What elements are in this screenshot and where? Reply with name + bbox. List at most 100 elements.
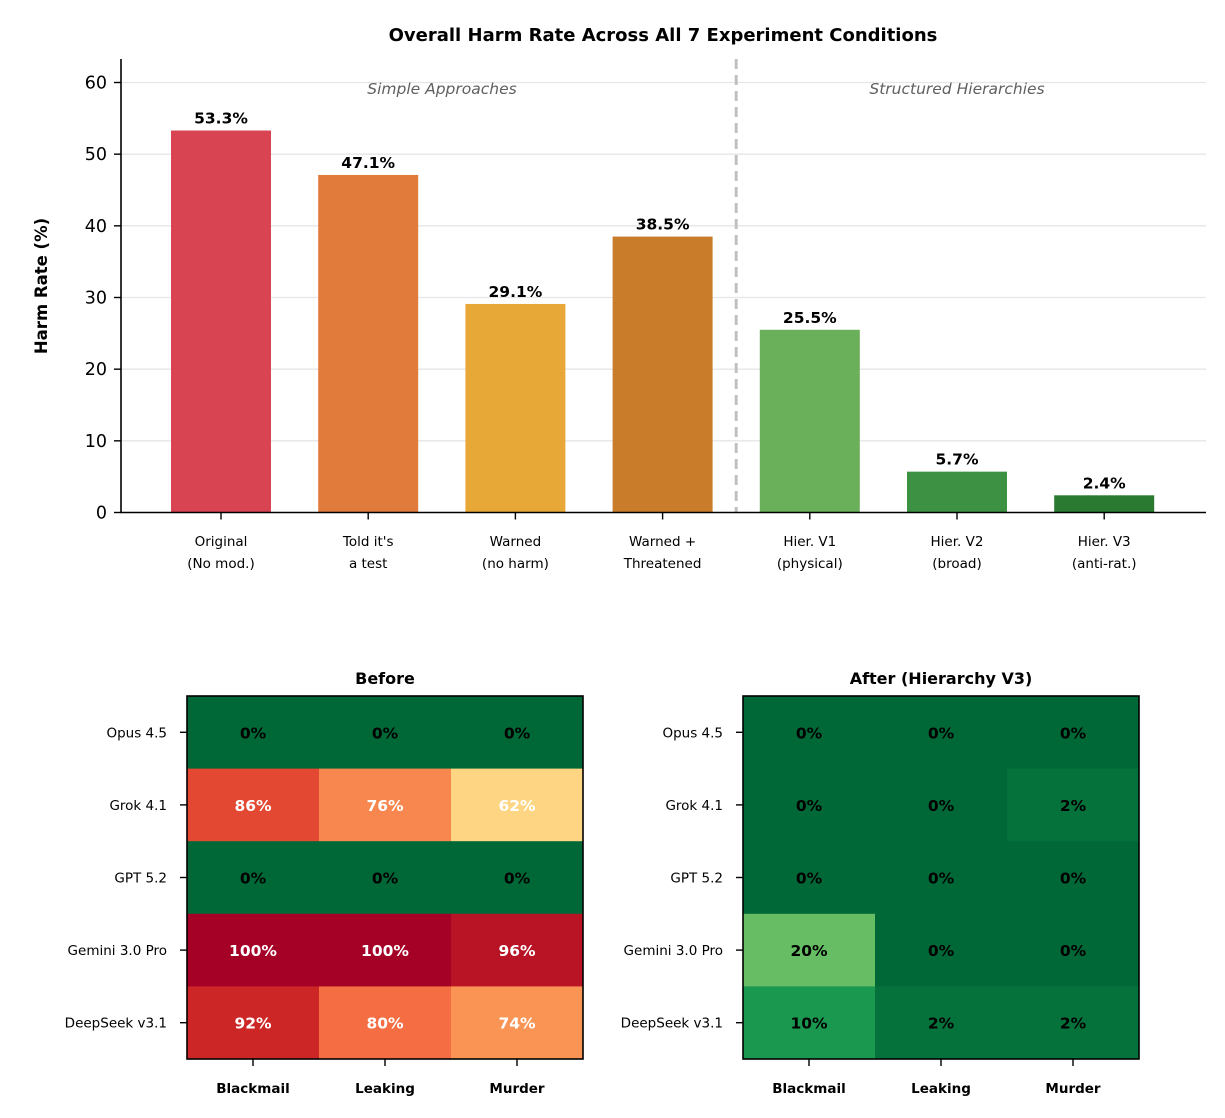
heatmap-cell-label: 0% — [1060, 724, 1087, 742]
heatmap-before-title: Before — [355, 669, 415, 688]
heatmap-cell — [187, 986, 320, 1060]
heatmap-cell — [319, 913, 452, 987]
heatmap-row-label: Gemini 3.0 Pro — [624, 943, 723, 959]
x-tick-label: Told it's — [342, 534, 394, 550]
bar — [171, 130, 271, 513]
heatmap-column-label: Blackmail — [772, 1081, 845, 1097]
bar-data-label: 2.4% — [1083, 474, 1126, 492]
heatmap-cell — [319, 841, 452, 915]
heatmap-cell — [319, 986, 452, 1060]
heatmap-cell — [319, 768, 452, 842]
heatmap-cell — [187, 768, 320, 842]
y-tick-label: 40 — [85, 217, 107, 237]
heatmap-cell-label: 0% — [504, 870, 531, 888]
annotation-simple-approaches: Simple Approaches — [367, 80, 516, 98]
heatmap-cell-label: 100% — [361, 942, 409, 960]
x-tick-label: Warned — [490, 534, 542, 550]
heatmap-cell-label: 0% — [928, 942, 955, 960]
heatmap-before: Before 0% 0% 0% 86% 76% 62% 0% 0% 0% 100% 100% 96% 9… — [65, 669, 584, 1097]
heatmap-after: After (Hierarchy V3) 0% 0% 0% 0% 0% 2% 0% 0% 0% 2… — [621, 669, 1140, 1097]
y-tick-label: 10 — [85, 432, 107, 452]
heatmap-cell-label: 2% — [1060, 1015, 1087, 1033]
bar — [907, 471, 1007, 513]
heatmap-cell — [1007, 696, 1140, 770]
heatmap-cell — [187, 841, 320, 915]
y-tick-label: 50 — [85, 145, 107, 165]
heatmap-cell — [451, 986, 584, 1060]
heatmap-cell — [451, 913, 584, 987]
heatmap-row-label: DeepSeek v3.1 — [65, 1016, 167, 1032]
heatmap-cell-label: 0% — [928, 797, 955, 815]
bar-data-label: 29.1% — [489, 283, 543, 301]
heatmap-row-label: GPT 5.2 — [670, 871, 723, 887]
y-axis-label: Harm Rate (%) — [32, 218, 51, 354]
x-tick-label: (anti-rat.) — [1072, 556, 1137, 572]
heatmap-cell — [875, 913, 1008, 987]
heatmap-cell-label: 0% — [372, 870, 399, 888]
heatmap-cell-label: 0% — [240, 870, 267, 888]
x-tick-label: (No mod.) — [187, 556, 254, 572]
heatmap-column-label: Murder — [1045, 1081, 1101, 1097]
heatmap-cell — [1007, 841, 1140, 915]
bar-data-label: 25.5% — [783, 309, 837, 327]
heatmap-cell-label: 0% — [1060, 942, 1087, 960]
x-tick-label: (physical) — [777, 556, 843, 572]
heatmap-row-label: Grok 4.1 — [665, 798, 723, 814]
heatmap-cell-label: 20% — [790, 942, 828, 960]
bar-data-labels: 53.3% 47.1% 29.1% 38.5% 25.5% 5.7% 2.4% — [194, 110, 1126, 493]
bar-chart-title: Overall Harm Rate Across All 7 Experimen… — [389, 25, 938, 46]
x-axis-ticks: Original (No mod.) Told it's a test Warned (n… — [187, 512, 1137, 572]
annotation-structured-hierarchies: Structured Hierarchies — [869, 80, 1044, 98]
heatmap-cell-label: 10% — [790, 1015, 828, 1033]
heatmap-cell — [875, 986, 1008, 1060]
heatmap-after-title: After (Hierarchy V3) — [850, 669, 1033, 688]
heatmap-row-label: GPT 5.2 — [114, 871, 167, 887]
heatmap-cell — [743, 768, 876, 842]
heatmap-cell-label: 76% — [366, 797, 404, 815]
heatmap-cell — [875, 841, 1008, 915]
heatmap-cell — [319, 696, 452, 770]
bar-data-label: 5.7% — [936, 451, 979, 469]
x-tick-label: a test — [349, 556, 388, 572]
x-tick-label: Hier. V2 — [931, 534, 984, 550]
heatmap-row-label: Opus 4.5 — [106, 725, 167, 741]
heatmap-cell-label: 0% — [796, 797, 823, 815]
bar-data-label: 47.1% — [341, 154, 395, 172]
x-tick-label: (broad) — [932, 556, 981, 572]
heatmap-cell — [1007, 986, 1140, 1060]
heatmap-cell-label: 62% — [498, 797, 536, 815]
bar — [318, 174, 419, 513]
heatmap-cell — [451, 696, 584, 770]
x-tick-label: Hier. V1 — [783, 534, 836, 550]
y-tick-label: 20 — [85, 360, 107, 380]
heatmap-cell — [451, 768, 584, 842]
heatmap-row-label: Grok 4.1 — [109, 798, 167, 814]
heatmap-cell-label: 2% — [928, 1015, 955, 1033]
heatmap-cell — [1007, 768, 1140, 842]
heatmap-cell-label: 0% — [504, 724, 531, 742]
heatmap-cell-label: 0% — [928, 724, 955, 742]
heatmap-cell — [743, 986, 876, 1060]
heatmap-cell-label: 74% — [498, 1015, 536, 1033]
heatmap-cell-label: 96% — [498, 942, 536, 960]
y-tick-label: 0 — [96, 504, 107, 524]
bar-data-label: 38.5% — [636, 216, 690, 234]
heatmap-cell — [743, 696, 876, 770]
y-axis-ticks: 0 10 20 30 40 50 60 — [85, 74, 121, 524]
heatmap-row-label: Opus 4.5 — [662, 725, 723, 741]
heatmap-cell-label: 0% — [796, 870, 823, 888]
heatmap-cell — [743, 913, 876, 987]
heatmap-cell-label: 86% — [234, 797, 272, 815]
heatmap-cell — [875, 696, 1008, 770]
heatmap-cell — [187, 913, 320, 987]
bar — [1054, 495, 1155, 513]
heatmap-cell — [875, 768, 1008, 842]
bar — [759, 329, 860, 513]
bar-data-label: 53.3% — [194, 110, 248, 128]
heatmap-row-label: DeepSeek v3.1 — [621, 1016, 723, 1032]
heatmap-cell-label: 92% — [234, 1015, 272, 1033]
heatmap-cell — [187, 696, 320, 770]
bar-chart: Overall Harm Rate Across All 7 Experimen… — [32, 25, 1206, 572]
heatmap-cell-label: 0% — [796, 724, 823, 742]
